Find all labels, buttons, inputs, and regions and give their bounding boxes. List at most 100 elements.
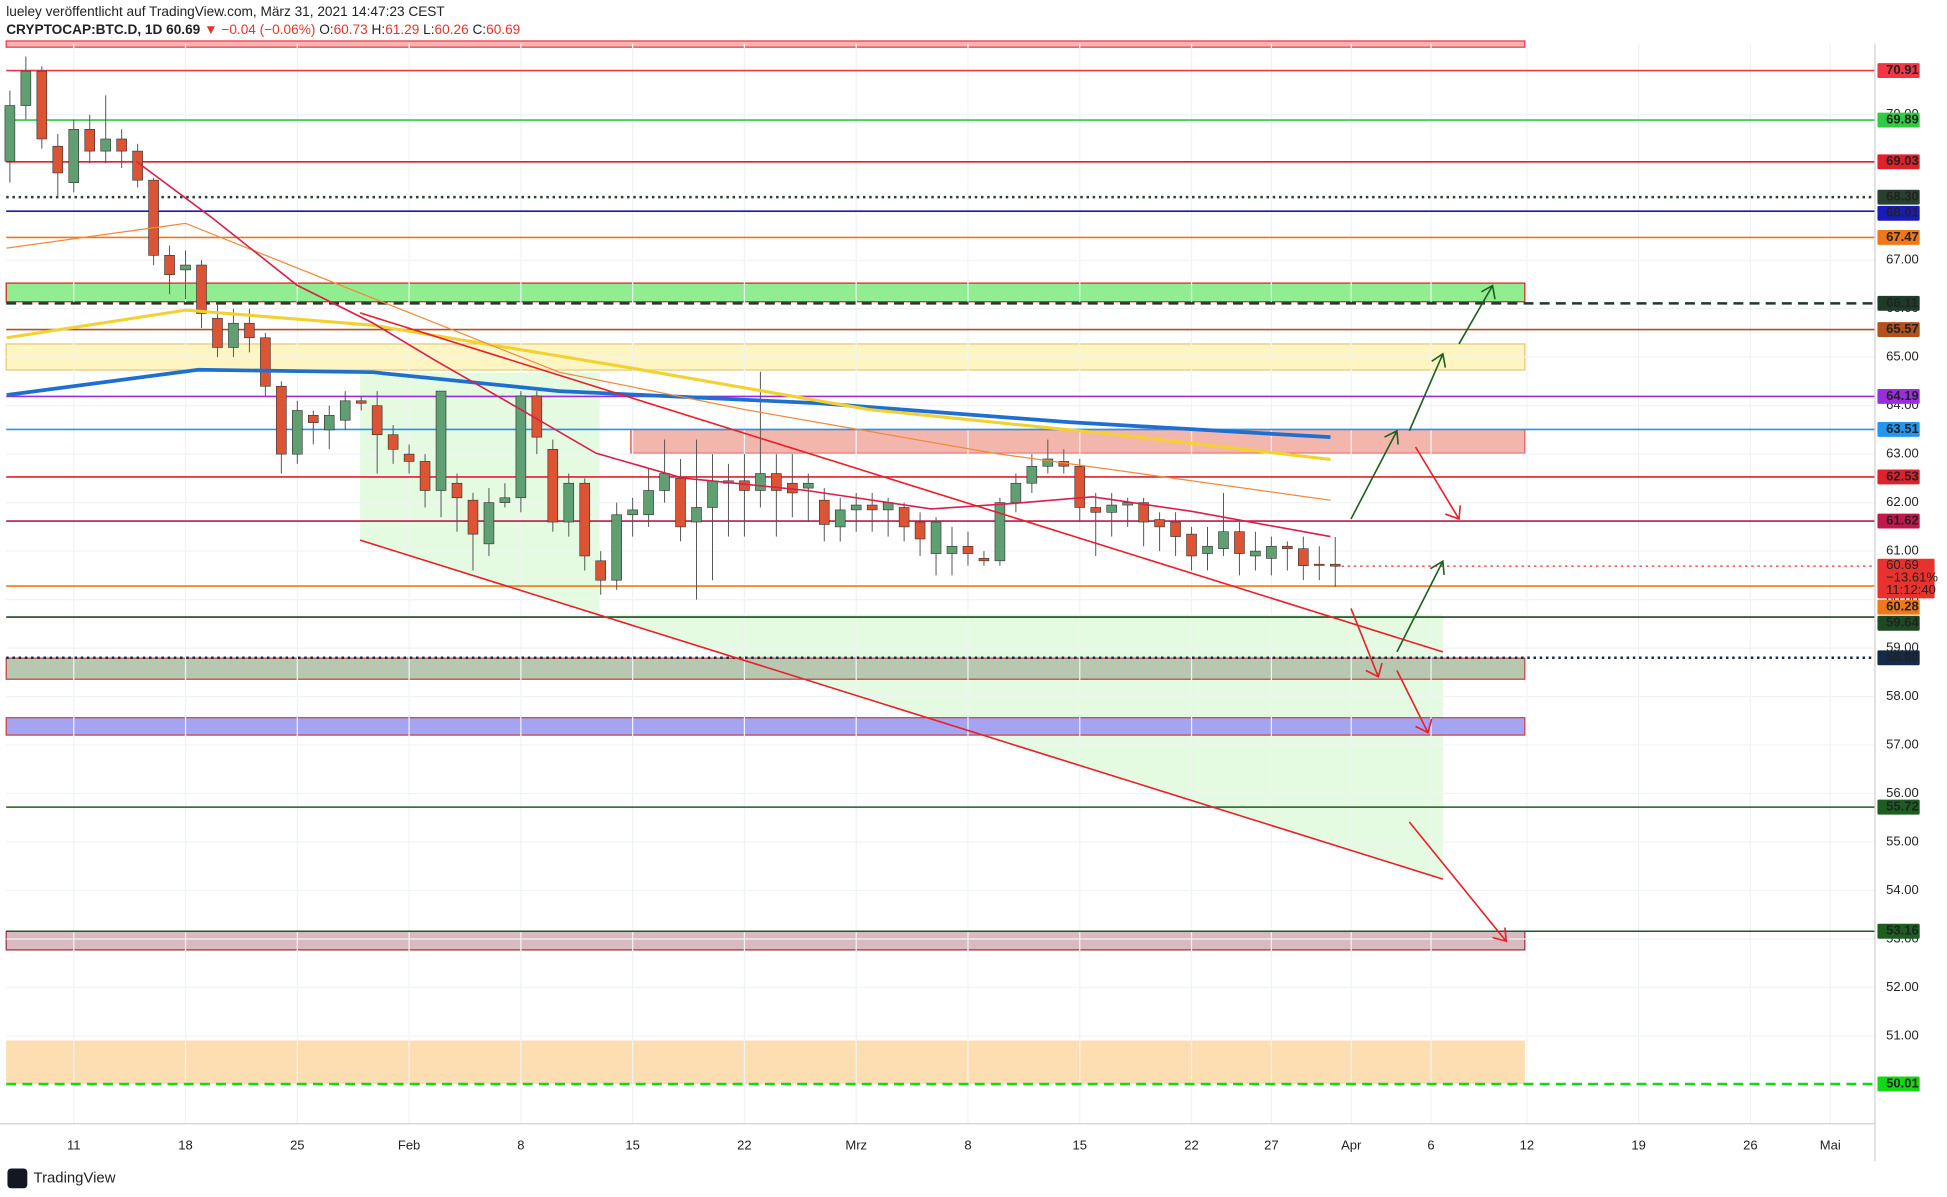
- indicator-line: [135, 160, 1331, 538]
- level-label-bg: [1877, 615, 1920, 631]
- zone: [5, 930, 1526, 951]
- level-label-bg: [1877, 799, 1920, 815]
- candle-body: [962, 545, 974, 554]
- candle-body: [803, 482, 814, 489]
- grid: [6, 43, 1875, 1124]
- level-label: 67.47: [1886, 229, 1919, 244]
- x-tick-label: 15: [1073, 1138, 1087, 1153]
- brand: TradingView: [34, 1170, 116, 1186]
- x-tick-label: 6: [1427, 1138, 1434, 1153]
- y-tick-label: 61.00: [1886, 543, 1919, 558]
- arrow: [1408, 821, 1508, 943]
- x-tick-label: 27: [1264, 1138, 1278, 1153]
- level-label: 68.01: [1886, 205, 1919, 220]
- level-label-bg: [1877, 513, 1920, 529]
- arrow: [1414, 446, 1462, 521]
- y-tick-label: 65.00: [1886, 349, 1919, 364]
- level-label: 50.01: [1886, 1075, 1919, 1090]
- level-label-bg: [1877, 322, 1920, 337]
- level-label: 70.91: [1886, 62, 1919, 77]
- candle-body: [467, 499, 479, 535]
- candle-body: [1234, 531, 1245, 554]
- x-tick-label: 19: [1631, 1138, 1645, 1153]
- x-tick-label: 18: [178, 1138, 192, 1153]
- ohlc-key: H:: [372, 21, 386, 36]
- drawings: [359, 284, 1508, 943]
- candle-body: [1138, 502, 1149, 523]
- candle-body: [547, 448, 559, 523]
- candle-body: [308, 415, 319, 423]
- candle-body: [675, 478, 686, 528]
- candle-body: [84, 128, 96, 152]
- channel-fill: [360, 372, 1443, 880]
- arrow: [1350, 429, 1399, 520]
- candle-body: [850, 504, 862, 511]
- level-label-bg: [1877, 295, 1920, 311]
- level-label-bg: [1877, 229, 1920, 245]
- candle-body: [148, 179, 159, 256]
- y-tick-label: 54.00: [1886, 882, 1919, 897]
- level-label-bg: [1877, 112, 1920, 128]
- candle-body: [1074, 465, 1086, 508]
- candle-body: [978, 558, 990, 562]
- last: 60.69: [166, 21, 201, 36]
- level-label-bg: [1877, 650, 1920, 666]
- ohlc-key: L:: [423, 21, 434, 36]
- zone: [5, 40, 1526, 48]
- candle-body: [419, 461, 431, 491]
- arrow: [1350, 608, 1383, 678]
- candle-body: [180, 264, 191, 271]
- indicator-line: [6, 308, 1331, 462]
- x-tick-label: Apr: [1341, 1138, 1362, 1153]
- level-label: 66.11: [1886, 295, 1918, 310]
- zone: [5, 657, 1526, 680]
- arrows-down: [1350, 446, 1508, 943]
- candle-body: [292, 410, 303, 455]
- y-tick-label: 51.00: [1886, 1027, 1919, 1042]
- level-label-bg: [1877, 63, 1920, 79]
- level-label: 63.51: [1886, 421, 1919, 436]
- y-tick-label: 52.00: [1886, 979, 1919, 994]
- x-tick-label: 15: [625, 1138, 639, 1153]
- x-tick-label: Mrz: [845, 1138, 867, 1153]
- ohlc-key: O:: [319, 21, 333, 36]
- candle-body: [1170, 521, 1181, 537]
- level-label: 64.19: [1886, 388, 1919, 403]
- candle-body: [435, 390, 447, 491]
- level-label-bg: [1877, 205, 1920, 221]
- marks: [4, 56, 1341, 600]
- ohlc-value: 60.69: [486, 21, 520, 36]
- candle-body: [515, 395, 527, 499]
- change: ▼ −0.04 (−0.06%): [204, 21, 315, 36]
- last-price-change: −13.61%: [1886, 569, 1938, 584]
- candle-body: [100, 138, 111, 152]
- candle-body: [244, 322, 255, 339]
- level-label: 55.72: [1886, 799, 1919, 814]
- candle-body: [1010, 482, 1022, 503]
- level-label: 69.03: [1886, 153, 1919, 168]
- candle-body: [866, 504, 878, 511]
- x-tick-label: 12: [1520, 1138, 1534, 1153]
- candle-body: [1298, 548, 1309, 566]
- candle-body: [946, 545, 958, 554]
- indicator-line: [6, 367, 1331, 440]
- candle-body: [68, 128, 80, 183]
- candle-body: [451, 482, 463, 499]
- candle-body: [755, 473, 766, 491]
- ohlc-value: 61.29: [385, 21, 419, 36]
- symbol: CRYPTOCAP:BTC.D, 1D: [6, 21, 162, 36]
- level-label-bg: [1877, 189, 1920, 205]
- x-tick-label: Feb: [398, 1138, 420, 1153]
- level-label-bg: [1877, 388, 1920, 404]
- volume-zone: [6, 1040, 1525, 1085]
- candle-body: [1218, 531, 1229, 549]
- x-tick-label: 8: [517, 1138, 524, 1153]
- level-label: 58.80: [1886, 649, 1919, 664]
- ohlc-key: C:: [472, 21, 486, 36]
- y-tick-label: 55.00: [1886, 833, 1919, 848]
- zone: [5, 717, 1526, 736]
- arrow: [1408, 352, 1447, 432]
- level-label-bg: [1877, 421, 1920, 437]
- x-tick-label: 11: [67, 1138, 81, 1153]
- candle-body: [595, 560, 606, 581]
